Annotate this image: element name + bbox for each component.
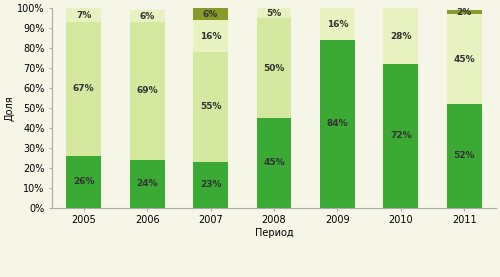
- Bar: [384, 64, 418, 208]
- Text: 7%: 7%: [76, 11, 92, 20]
- Text: 28%: 28%: [390, 32, 411, 41]
- Text: 24%: 24%: [136, 179, 158, 188]
- Text: 26%: 26%: [73, 177, 94, 186]
- Bar: [130, 22, 164, 160]
- X-axis label: Период: Период: [254, 228, 294, 238]
- Bar: [320, 40, 355, 208]
- Bar: [130, 160, 164, 208]
- Bar: [446, 14, 482, 104]
- Text: 5%: 5%: [266, 9, 281, 18]
- Text: 6%: 6%: [203, 10, 218, 19]
- Bar: [193, 20, 228, 52]
- Bar: [193, 52, 228, 162]
- Bar: [446, 10, 482, 14]
- Text: 84%: 84%: [326, 119, 348, 129]
- Bar: [256, 18, 292, 118]
- Text: 45%: 45%: [263, 158, 285, 167]
- Text: 6%: 6%: [140, 12, 155, 21]
- Text: 23%: 23%: [200, 180, 222, 189]
- Bar: [66, 8, 101, 22]
- Bar: [193, 8, 228, 20]
- Bar: [66, 22, 101, 156]
- Text: 52%: 52%: [454, 151, 475, 160]
- Text: 2%: 2%: [456, 8, 472, 17]
- Bar: [320, 8, 355, 40]
- Text: 69%: 69%: [136, 86, 158, 96]
- Bar: [130, 10, 164, 22]
- Y-axis label: Доля: Доля: [4, 95, 14, 121]
- Bar: [384, 8, 418, 64]
- Bar: [66, 156, 101, 208]
- Text: 55%: 55%: [200, 102, 222, 111]
- Text: 67%: 67%: [73, 84, 94, 94]
- Text: 16%: 16%: [200, 32, 222, 41]
- Text: 50%: 50%: [264, 63, 284, 73]
- Text: 45%: 45%: [454, 55, 475, 63]
- Bar: [193, 162, 228, 208]
- Text: 16%: 16%: [326, 20, 348, 29]
- Bar: [256, 118, 292, 208]
- Bar: [446, 104, 482, 208]
- Bar: [256, 8, 292, 18]
- Text: 72%: 72%: [390, 131, 411, 140]
